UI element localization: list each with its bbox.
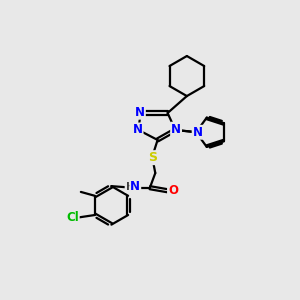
Text: N: N — [193, 126, 202, 139]
Text: S: S — [148, 151, 158, 164]
Text: N: N — [171, 123, 181, 136]
Text: O: O — [168, 184, 178, 197]
Text: N: N — [130, 180, 140, 194]
Text: Cl: Cl — [66, 211, 79, 224]
Text: H: H — [125, 182, 134, 192]
Text: N: N — [135, 106, 145, 119]
Text: N: N — [133, 123, 142, 136]
